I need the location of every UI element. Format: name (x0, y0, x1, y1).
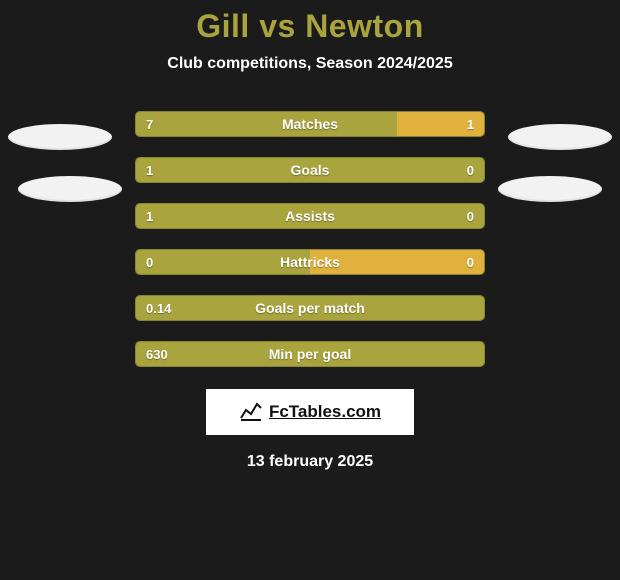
brand-link[interactable]: FcTables.com (206, 389, 414, 435)
subtitle: Club competitions, Season 2024/2025 (0, 55, 620, 73)
chart-icon (239, 398, 263, 427)
team-left-avatar-placeholder (18, 176, 122, 202)
stat-bar: Matches71 (135, 111, 485, 137)
stat-bar-left-fill (136, 342, 484, 366)
stat-bar: Min per goal630 (135, 341, 485, 367)
team-right-avatar-placeholder (498, 176, 602, 202)
stat-bar-right-fill (397, 112, 484, 136)
stat-bar-left-fill (136, 112, 397, 136)
stat-bar-left-fill (136, 296, 484, 320)
stat-bar-left-fill (136, 204, 484, 228)
player-left-avatar-placeholder (8, 124, 112, 150)
player-right-avatar-placeholder (508, 124, 612, 150)
stat-bar-right-fill (310, 250, 484, 274)
date-label: 13 february 2025 (0, 453, 620, 471)
stat-bar: Goals per match0.14 (135, 295, 485, 321)
stat-bar: Hattricks00 (135, 249, 485, 275)
stat-bar: Assists10 (135, 203, 485, 229)
stat-bar: Goals10 (135, 157, 485, 183)
comparison-bars: Matches71 Goals10 Assists10 Hattricks00 Goal… (135, 111, 485, 367)
stat-bar-left-fill (136, 250, 310, 274)
page-title: Gill vs Newton (0, 8, 620, 45)
stat-bar-left-fill (136, 158, 484, 182)
comparison-widget: Gill vs Newton Club competitions, Season… (0, 0, 620, 580)
brand-text: FcTables.com (269, 402, 381, 422)
